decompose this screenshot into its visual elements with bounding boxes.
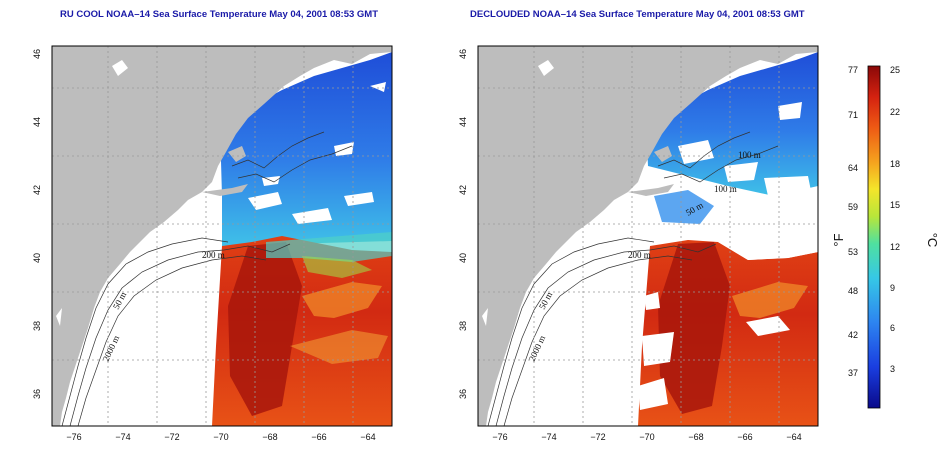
fahrenheit-tick: 59	[848, 202, 858, 212]
left-map-title: RU COOL NOAA–14 Sea Surface Temperature …	[60, 9, 379, 20]
x-tick-label: −76	[492, 432, 507, 442]
x-tick-label: −70	[213, 432, 228, 442]
left-x-axis: −76 −74 −72 −70 −68 −66 −64	[66, 432, 375, 442]
y-tick-label: 36	[32, 389, 42, 399]
x-tick-label: −68	[262, 432, 277, 442]
y-tick-label: 38	[458, 321, 468, 331]
x-tick-label: −72	[164, 432, 179, 442]
celsius-tick: 3	[890, 364, 895, 374]
x-tick-label: −72	[590, 432, 605, 442]
right-y-axis: 36 38 40 42 44 46	[458, 49, 468, 399]
x-tick-label: −74	[115, 432, 130, 442]
x-tick-label: −66	[311, 432, 326, 442]
fahrenheit-tick: 77	[848, 65, 858, 75]
temperature-colorbar: 77 71 64 59 53 48 42 37 25 22 18 15 12 9…	[831, 65, 940, 409]
right-x-axis: −76 −74 −72 −70 −68 −66 −64	[492, 432, 801, 442]
y-tick-label: 40	[32, 253, 42, 263]
contour-label-100m-north: 100 m	[738, 150, 761, 160]
fahrenheit-label: °F	[831, 233, 846, 246]
y-tick-label: 38	[32, 321, 42, 331]
fahrenheit-tick: 37	[848, 368, 858, 378]
celsius-tick: 9	[890, 283, 895, 293]
fahrenheit-ticks: 77 71 64 59 53 48 42 37	[848, 65, 858, 378]
fahrenheit-tick: 64	[848, 163, 858, 173]
celsius-ticks: 25 22 18 15 12 9 6 3	[890, 65, 900, 374]
contour-label-100m: 100 m	[714, 184, 737, 194]
y-tick-label: 46	[32, 49, 42, 59]
celsius-tick: 6	[890, 323, 895, 333]
celsius-tick: 15	[890, 200, 900, 210]
fahrenheit-tick: 48	[848, 286, 858, 296]
x-tick-label: −70	[639, 432, 654, 442]
y-tick-label: 46	[458, 49, 468, 59]
y-tick-label: 42	[458, 185, 468, 195]
y-tick-label: 40	[458, 253, 468, 263]
y-tick-label: 44	[458, 117, 468, 127]
celsius-tick: 12	[890, 242, 900, 252]
y-tick-label: 36	[458, 389, 468, 399]
x-tick-label: −64	[786, 432, 801, 442]
celsius-tick: 18	[890, 159, 900, 169]
fahrenheit-tick: 42	[848, 330, 858, 340]
fahrenheit-tick: 71	[848, 110, 858, 120]
contour-label-200m: 200 m	[202, 250, 225, 260]
celsius-tick: 25	[890, 65, 900, 75]
left-sst-map: 200 m 50 m 2000 m	[51, 45, 393, 427]
y-tick-label: 42	[32, 185, 42, 195]
celsius-tick: 22	[890, 107, 900, 117]
celsius-label: °C	[925, 233, 940, 248]
x-tick-label: −68	[688, 432, 703, 442]
contour-label-200m: 200 m	[628, 250, 651, 260]
x-tick-label: −66	[737, 432, 752, 442]
x-tick-label: −76	[66, 432, 81, 442]
left-y-axis: 36 38 40 42 44 46	[32, 49, 42, 399]
x-tick-label: −64	[360, 432, 375, 442]
fahrenheit-tick: 53	[848, 247, 858, 257]
y-tick-label: 44	[32, 117, 42, 127]
right-sst-map: 200 m 50 m 2000 m 100 m 50 m 100 m	[477, 45, 819, 427]
x-tick-label: −74	[541, 432, 556, 442]
right-map-title: DECLOUDED NOAA–14 Sea Surface Temperatur…	[470, 9, 805, 20]
